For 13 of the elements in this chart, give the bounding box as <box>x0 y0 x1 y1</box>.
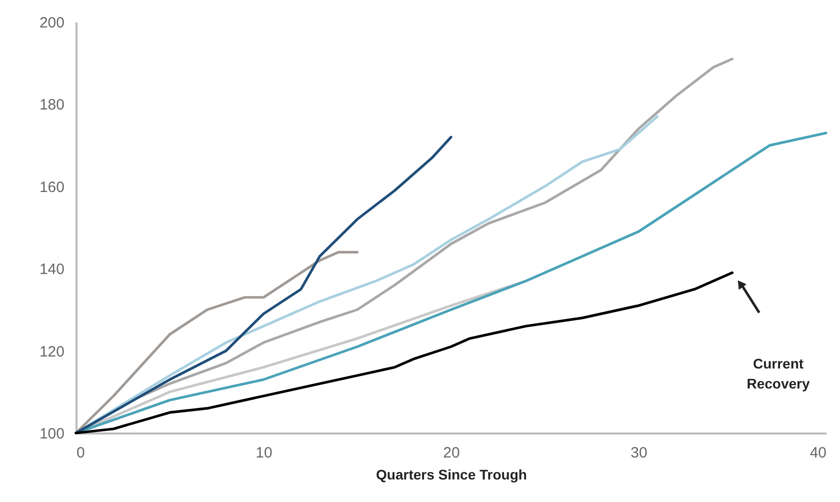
x-axis-title: Quarters Since Trough <box>376 466 527 482</box>
y-tick-label: 120 <box>39 343 64 360</box>
y-tick-label: 180 <box>39 96 64 114</box>
x-tick-label: 30 <box>630 444 648 462</box>
y-tick-label: 140 <box>39 261 64 278</box>
x-tick-label: 40 <box>810 444 826 462</box>
y-tick-label: 160 <box>39 178 64 196</box>
x-tick-label: 10 <box>256 444 272 462</box>
y-tick-label: 200 <box>39 14 64 32</box>
annotation: Current Recovery <box>746 356 810 392</box>
x-tick-label: 0 <box>76 444 85 462</box>
y-tick-label: 100 <box>39 426 64 442</box>
x-tick-label: 20 <box>443 444 460 462</box>
